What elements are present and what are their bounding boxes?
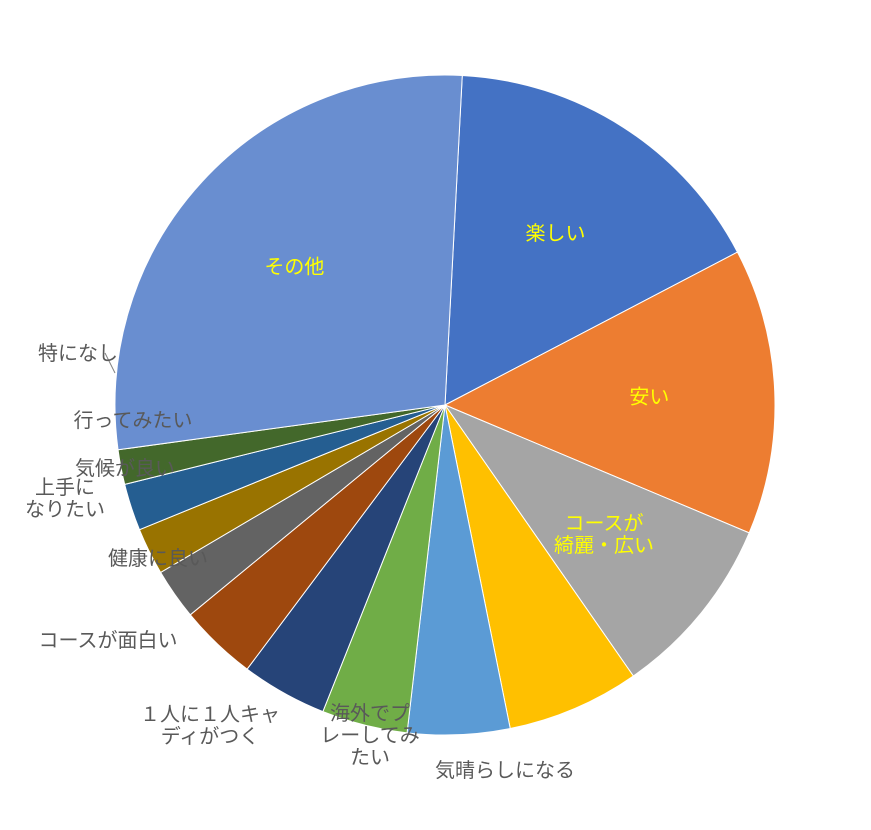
slice-label: コースが綺麗・広い [554, 507, 654, 558]
slice-label: 楽しい [526, 217, 586, 246]
pie-chart: 楽しい安いコースが綺麗・広い気晴らしになる海外でプレーしてみたい １人に１人キャデ… [0, 0, 871, 830]
slice-label: 特になし [38, 337, 118, 366]
slice-label: 健康に良い [108, 542, 208, 571]
slice-label: その他 [264, 251, 324, 280]
slice-label: コースが面白い [39, 624, 178, 653]
slice-label: 行ってみたい [74, 404, 193, 433]
slice-label: 海外でプレーしてみたい [320, 697, 419, 770]
slice-label: 安い [629, 380, 669, 409]
slice-label: 気晴らしになる [435, 754, 575, 783]
slice-label: 気候が良い [75, 452, 175, 481]
pie-slices [115, 75, 775, 735]
slice-label: １人に１人キャディがつく [140, 698, 280, 749]
